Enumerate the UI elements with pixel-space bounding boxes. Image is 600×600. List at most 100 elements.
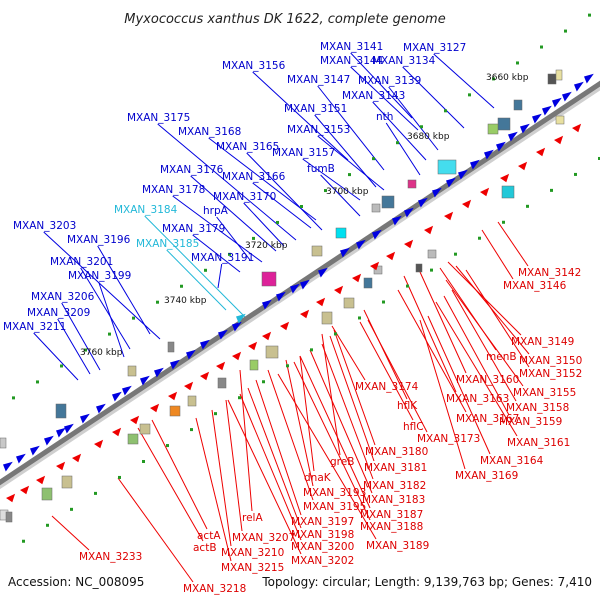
gene-label-forward[interactable]: MXAN_3209 [27,307,90,319]
gene-arrow-forward[interactable] [80,413,90,424]
gene-arrow-forward[interactable] [584,73,594,84]
gene-arrow-reverse[interactable] [262,331,272,341]
gene-label-reverse[interactable]: MXAN_3161 [507,437,570,449]
gene-arrow-reverse[interactable] [300,309,310,319]
gene-label-reverse[interactable]: MXAN_3180 [365,446,428,458]
gene-arrow-highlight[interactable] [236,313,246,324]
gene-arrow-reverse[interactable] [334,285,344,295]
gene-arrow-forward[interactable] [96,403,106,414]
gene-arrow-reverse[interactable] [424,225,434,235]
gene-arrow-forward[interactable] [140,375,150,386]
gene-label-reverse[interactable]: actB [193,542,217,554]
gene-label-reverse[interactable]: MXAN_3200 [291,541,354,553]
gene-label-forward[interactable]: MXAN_3156 [222,60,286,72]
gene-arrow-forward[interactable] [16,453,26,464]
gene-label-reverse[interactable]: MXAN_3164 [480,455,544,467]
gene-arrow-forward[interactable] [56,427,66,438]
gene-arrow-forward[interactable] [64,423,74,434]
gene-label-forward[interactable]: MXAN_3166 [222,171,286,183]
gene-arrow-forward[interactable] [3,461,13,472]
gene-arrow-forward[interactable] [122,385,132,396]
gene-label-reverse[interactable]: MXAN_3210 [221,547,284,559]
gene-label-reverse[interactable]: MXAN_3152 [519,368,582,380]
gene-label-forward[interactable]: MXAN_3153 [287,124,350,136]
gene-label-forward[interactable]: MXAN_3185 [136,238,199,250]
gene-label-reverse[interactable]: MXAN_3142 [518,267,581,279]
gene-arrow-reverse[interactable] [280,321,290,331]
gene-arrow-forward[interactable] [262,299,272,310]
gene-label-forward[interactable]: MXAN_3201 [50,256,113,268]
gene-label-reverse[interactable]: MXAN_3188 [360,521,423,533]
gene-label-forward[interactable]: hrpA [203,205,229,217]
gene-arrow-forward[interactable] [318,267,328,278]
gene-label-reverse[interactable]: MXAN_3193 [303,487,366,499]
gene-arrow-reverse[interactable] [200,371,210,381]
gene-arrow-forward[interactable] [372,229,382,240]
gene-label-forward[interactable]: MXAN_3196 [67,234,131,246]
gene-label-reverse[interactable]: MXAN_3183 [362,494,425,506]
gene-arrow-reverse[interactable] [370,261,380,271]
gene-arrow-reverse[interactable] [56,461,66,471]
gene-label-forward[interactable]: MXAN_3139 [358,75,421,87]
gene-arrow-reverse[interactable] [94,439,104,449]
gene-arrow-reverse[interactable] [316,297,326,307]
gene-arrow-forward[interactable] [154,367,164,378]
gene-arrow-reverse[interactable] [6,493,16,503]
gene-label-forward[interactable]: MXAN_3151 [284,103,347,115]
gene-arrow-reverse[interactable] [480,187,490,197]
gene-label-forward[interactable]: fumB [307,163,335,175]
gene-label-reverse[interactable]: MXAN_3167 [456,413,519,425]
gene-label-reverse[interactable]: MXAN_3155 [513,387,576,399]
gene-arrow-forward[interactable] [508,131,518,142]
gene-label-reverse[interactable]: MXAN_3169 [455,470,518,482]
gene-label-reverse[interactable]: MXAN_3187 [360,509,423,521]
gene-arrow-forward[interactable] [392,215,402,226]
gene-arrow-forward[interactable] [30,445,40,456]
gene-label-reverse[interactable]: MXAN_3158 [506,402,569,414]
gene-label-reverse[interactable]: MXAN_3202 [291,555,354,567]
gene-label-reverse[interactable]: MXAN_3146 [503,280,567,292]
gene-arrow-forward[interactable] [218,329,228,340]
gene-arrow-forward[interactable] [532,113,542,124]
gene-label-forward[interactable]: MXAN_3144 [320,55,384,67]
gene-arrow-forward[interactable] [470,159,480,170]
gene-arrow-forward[interactable] [542,105,552,116]
gene-arrow-reverse[interactable] [72,453,82,463]
gene-arrow-forward[interactable] [44,435,54,446]
gene-label-reverse[interactable]: menB [486,351,517,363]
gene-label-forward[interactable]: MXAN_3179 [162,223,225,235]
gene-label-forward[interactable]: MXAN_3178 [142,184,205,196]
gene-label-forward[interactable]: MXAN_3203 [13,220,76,232]
gene-label-reverse[interactable]: MXAN_3189 [366,540,429,552]
gene-label-reverse[interactable]: hflK [397,400,418,412]
gene-label-reverse[interactable]: MXAN_3218 [183,583,246,595]
gene-arrow-reverse[interactable] [404,239,414,249]
gene-arrow-forward[interactable] [484,149,494,160]
gene-arrow-forward[interactable] [574,81,584,92]
gene-arrow-reverse[interactable] [216,361,226,371]
gene-label-reverse[interactable]: MXAN_3195 [303,501,366,513]
gene-arrow-reverse[interactable] [444,211,454,221]
gene-label-reverse[interactable]: greB [330,456,354,468]
gene-label-forward[interactable]: MXAN_3175 [127,112,190,124]
gene-arrow-forward[interactable] [276,291,286,302]
gene-arrow-reverse[interactable] [112,427,122,437]
gene-arrow-forward[interactable] [200,339,210,350]
gene-label-forward[interactable]: MXAN_3206 [31,291,95,303]
gene-label-reverse[interactable]: MXAN_3207 [232,532,295,544]
gene-label-forward[interactable]: MXAN_3157 [272,147,335,159]
gene-label-forward[interactable]: MXAN_3184 [114,204,178,216]
gene-label-forward[interactable]: MXAN_3168 [178,126,241,138]
gene-label-reverse[interactable]: relA [242,512,263,524]
gene-label-forward[interactable]: MXAN_3134 [372,55,436,67]
gene-label-reverse[interactable]: MXAN_3197 [291,516,354,528]
gene-label-forward[interactable]: nth [376,111,393,123]
gene-arrow-reverse[interactable] [462,199,472,209]
gene-arrow-forward[interactable] [300,279,310,290]
gene-arrow-reverse[interactable] [386,251,396,261]
gene-label-reverse[interactable]: MXAN_3198 [291,529,354,541]
gene-arrow-reverse[interactable] [150,403,160,413]
gene-arrow-forward[interactable] [404,207,414,218]
gene-label-reverse[interactable]: MXAN_3182 [363,480,426,492]
gene-arrow-reverse[interactable] [536,147,546,157]
